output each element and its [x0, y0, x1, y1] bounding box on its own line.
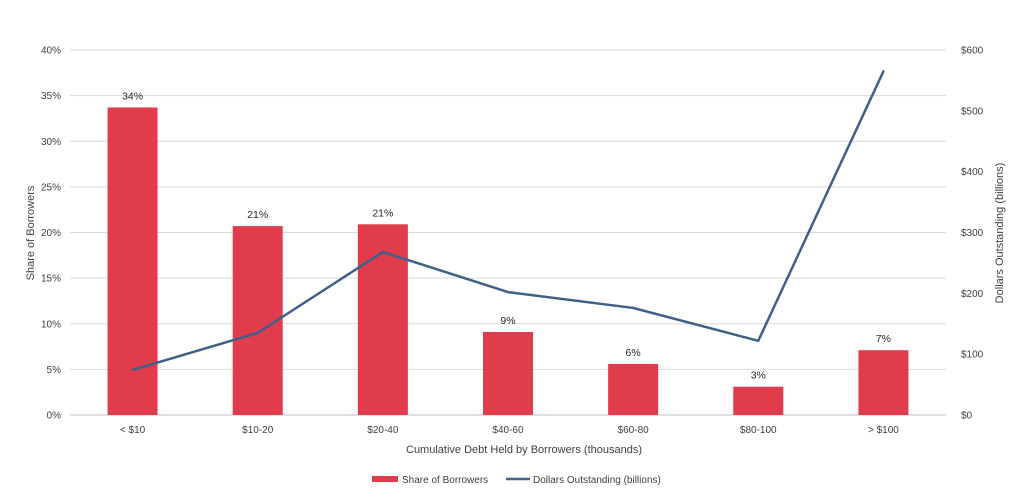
y-left-tick-label: 0%: [47, 411, 62, 422]
y-left-tick-label: 35%: [41, 91, 61, 102]
x-tick-label: $80-100: [740, 425, 777, 436]
legend: Share of Borrowers Dollars Outstanding (…: [372, 475, 661, 486]
line-point: [131, 368, 134, 372]
y-left-tick-label: 40%: [41, 46, 61, 57]
bar: [733, 386, 784, 415]
gridlines: [70, 49, 946, 416]
bar: [608, 363, 659, 415]
y-right-tick-label: $200: [961, 289, 984, 300]
x-tick-label: $10-20: [242, 425, 274, 436]
y-left-tick-label: 20%: [41, 228, 61, 239]
line-point: [631, 306, 635, 310]
y-left-tick-label: 10%: [41, 319, 61, 330]
y-axis-right: $0 $100 $200 $300 $400 $500 $600: [961, 46, 984, 422]
y-left-tick-label: 30%: [41, 137, 61, 148]
bar: [232, 226, 283, 415]
line-point: [381, 250, 385, 254]
y-right-tick-label: $0: [961, 411, 973, 422]
line-series: [131, 70, 885, 372]
bar-data-label: 3%: [751, 370, 766, 382]
x-tick-label: < $10: [120, 425, 146, 436]
y-right-tick-label: $100: [961, 350, 984, 361]
x-tick-label: $60-80: [618, 425, 650, 436]
bar-data-label: 34%: [122, 90, 143, 102]
y-right-tick-label: $600: [961, 46, 984, 57]
bar-data-label: 6%: [626, 347, 641, 359]
line-point: [757, 339, 760, 342]
bar-series: [107, 107, 909, 416]
y-right-tick-label: $300: [961, 228, 984, 239]
bar-data-labels: 34% 21% 21% 9% 6% 3% 7%: [122, 90, 891, 381]
bar-data-label: 21%: [372, 207, 393, 219]
legend-label-line: Dollars Outstanding (billions): [533, 475, 661, 486]
bar: [483, 331, 533, 415]
y-left-tick-label: 15%: [41, 274, 61, 285]
y-right-tick-label: $400: [961, 167, 984, 178]
legend-swatch-bar: [372, 476, 398, 482]
y-axis-left-title: Share of Borrowers: [25, 185, 37, 280]
y-axis-right-title: Dollars Outstanding (billions): [994, 163, 1006, 304]
y-left-tick-label: 5%: [47, 365, 62, 376]
line-point: [506, 290, 510, 294]
x-tick-label: > $100: [868, 425, 899, 436]
bar-data-label: 9%: [500, 315, 515, 327]
line-point: [882, 70, 885, 73]
bar-data-label: 21%: [247, 209, 268, 221]
x-axis: < $10 $10-20 $20-40 $40-60 $60-80 $80-100 > $1…: [120, 425, 899, 436]
line-point: [256, 331, 259, 335]
bar: [858, 350, 909, 415]
y-right-tick-label: $500: [961, 106, 984, 117]
legend-label-bar: Share of Borrowers: [402, 475, 488, 486]
x-tick-label: $40-60: [492, 425, 524, 436]
y-left-tick-label: 25%: [41, 182, 61, 193]
x-tick-label: $20-40: [367, 425, 399, 436]
y-axis-left: 0% 5% 10% 15% 20% 25% 30% 35% 40%: [41, 46, 61, 422]
x-axis-title: Cumulative Debt Held by Borrowers (thous…: [406, 444, 642, 456]
bar-data-label: 7%: [876, 333, 891, 345]
